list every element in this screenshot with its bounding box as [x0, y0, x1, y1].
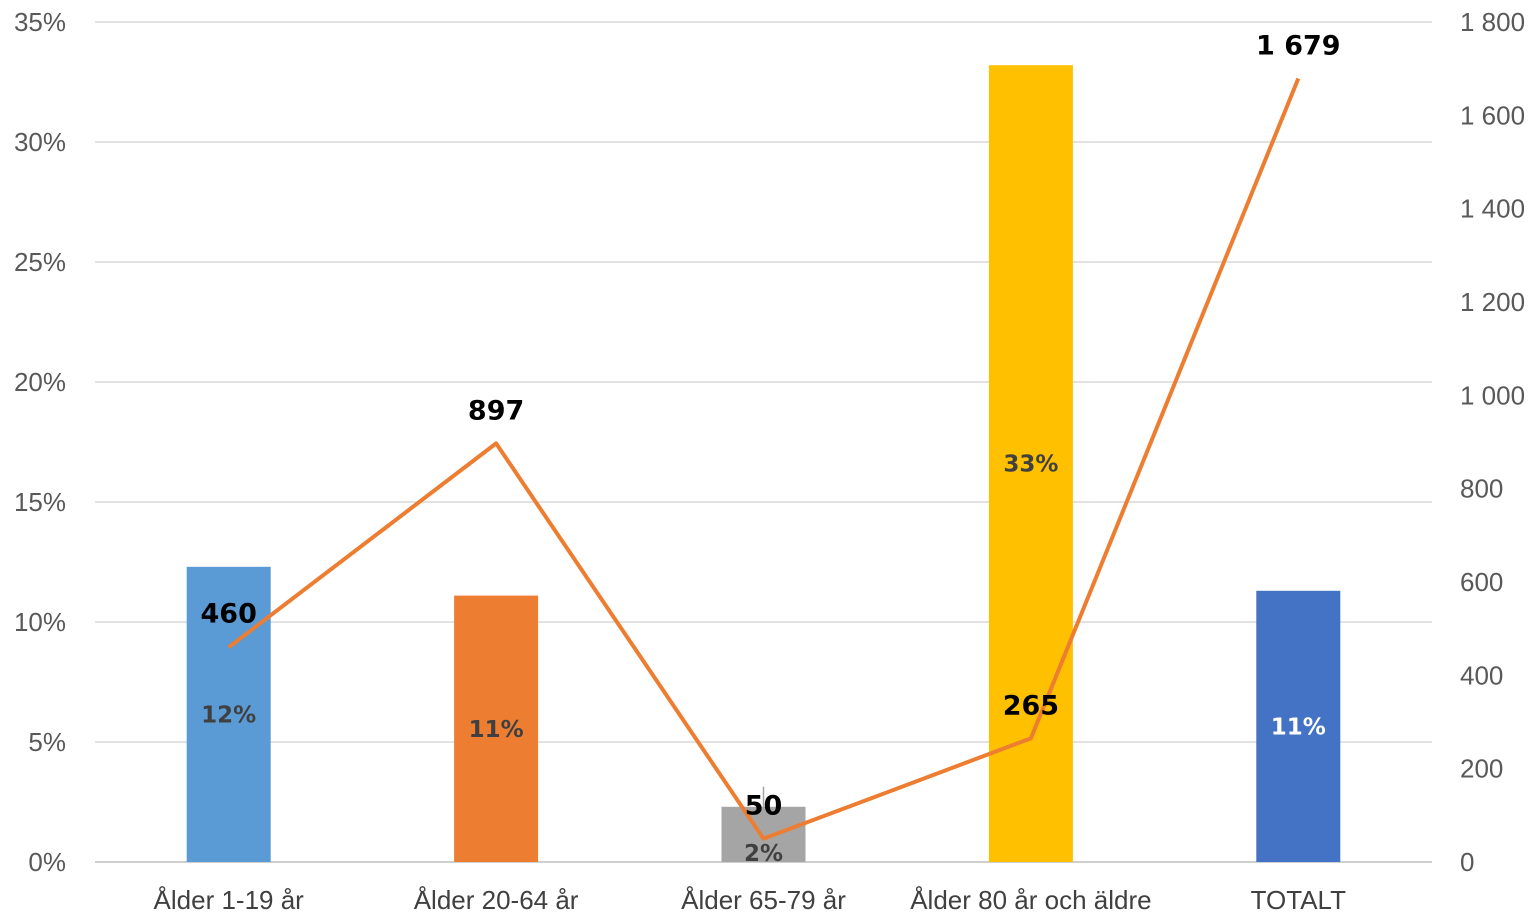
y-left-tick-label: 35%	[14, 7, 66, 37]
y-left-tick-label: 30%	[14, 127, 66, 157]
y-right-tick-label: 200	[1460, 754, 1503, 784]
bar	[1256, 590, 1341, 862]
x-tick-label: Ålder 1-19 år	[154, 885, 305, 915]
y-left-tick-label: 5%	[28, 727, 66, 757]
x-tick-label: Ålder 20-64 år	[414, 885, 579, 915]
line-series	[227, 77, 1301, 841]
y-right-tick-label: 1 400	[1460, 194, 1525, 224]
x-tick-label: Ålder 65-79 år	[681, 885, 846, 915]
x-axis: Ålder 1-19 år Ålder 20-64 år Ålder 65-79 å…	[154, 885, 1347, 915]
bar	[721, 806, 806, 862]
bar-series	[186, 65, 1341, 862]
line-data-label: 265	[1003, 690, 1059, 721]
line-data-label: 1 679	[1256, 30, 1341, 61]
y-left-tick-label: 0%	[28, 847, 66, 877]
bar-data-label: 33%	[1003, 452, 1058, 478]
x-tick-label: TOTALT	[1251, 885, 1346, 915]
series-line	[227, 77, 1301, 841]
gridlines	[95, 21, 1432, 863]
y-right-tick-label: 1 600	[1460, 100, 1525, 130]
y-right-tick-label: 800	[1460, 474, 1503, 504]
bar-data-label: 12%	[201, 702, 256, 728]
y-right-tick-label: 400	[1460, 660, 1503, 690]
y-left-tick-label: 10%	[14, 607, 66, 637]
x-tick-label: Ålder 80 år och äldre	[910, 885, 1151, 915]
y-right-tick-label: 1 000	[1460, 380, 1525, 410]
bar-data-label: 2%	[744, 841, 783, 867]
y-right-tick-label: 1 200	[1460, 287, 1525, 317]
right-axis: 0 200 400 600 800 1 000 1 200 1 400 1 600 1 800	[1460, 7, 1525, 877]
bar	[988, 65, 1073, 862]
bar	[454, 595, 539, 862]
left-axis: 0% 5% 10% 15% 20% 25% 30% 35%	[14, 7, 66, 877]
line-data-label: 460	[201, 598, 257, 629]
y-right-tick-label: 0	[1460, 847, 1474, 877]
bar	[186, 566, 271, 862]
y-right-tick-label: 600	[1460, 567, 1503, 597]
y-left-tick-label: 15%	[14, 487, 66, 517]
bar-data-label: 11%	[469, 717, 524, 743]
y-left-tick-label: 25%	[14, 247, 66, 277]
y-right-tick-label: 1 800	[1460, 7, 1525, 37]
line-data-label: 897	[468, 395, 524, 426]
y-left-tick-label: 20%	[14, 367, 66, 397]
bar-data-label: 11%	[1271, 714, 1326, 740]
